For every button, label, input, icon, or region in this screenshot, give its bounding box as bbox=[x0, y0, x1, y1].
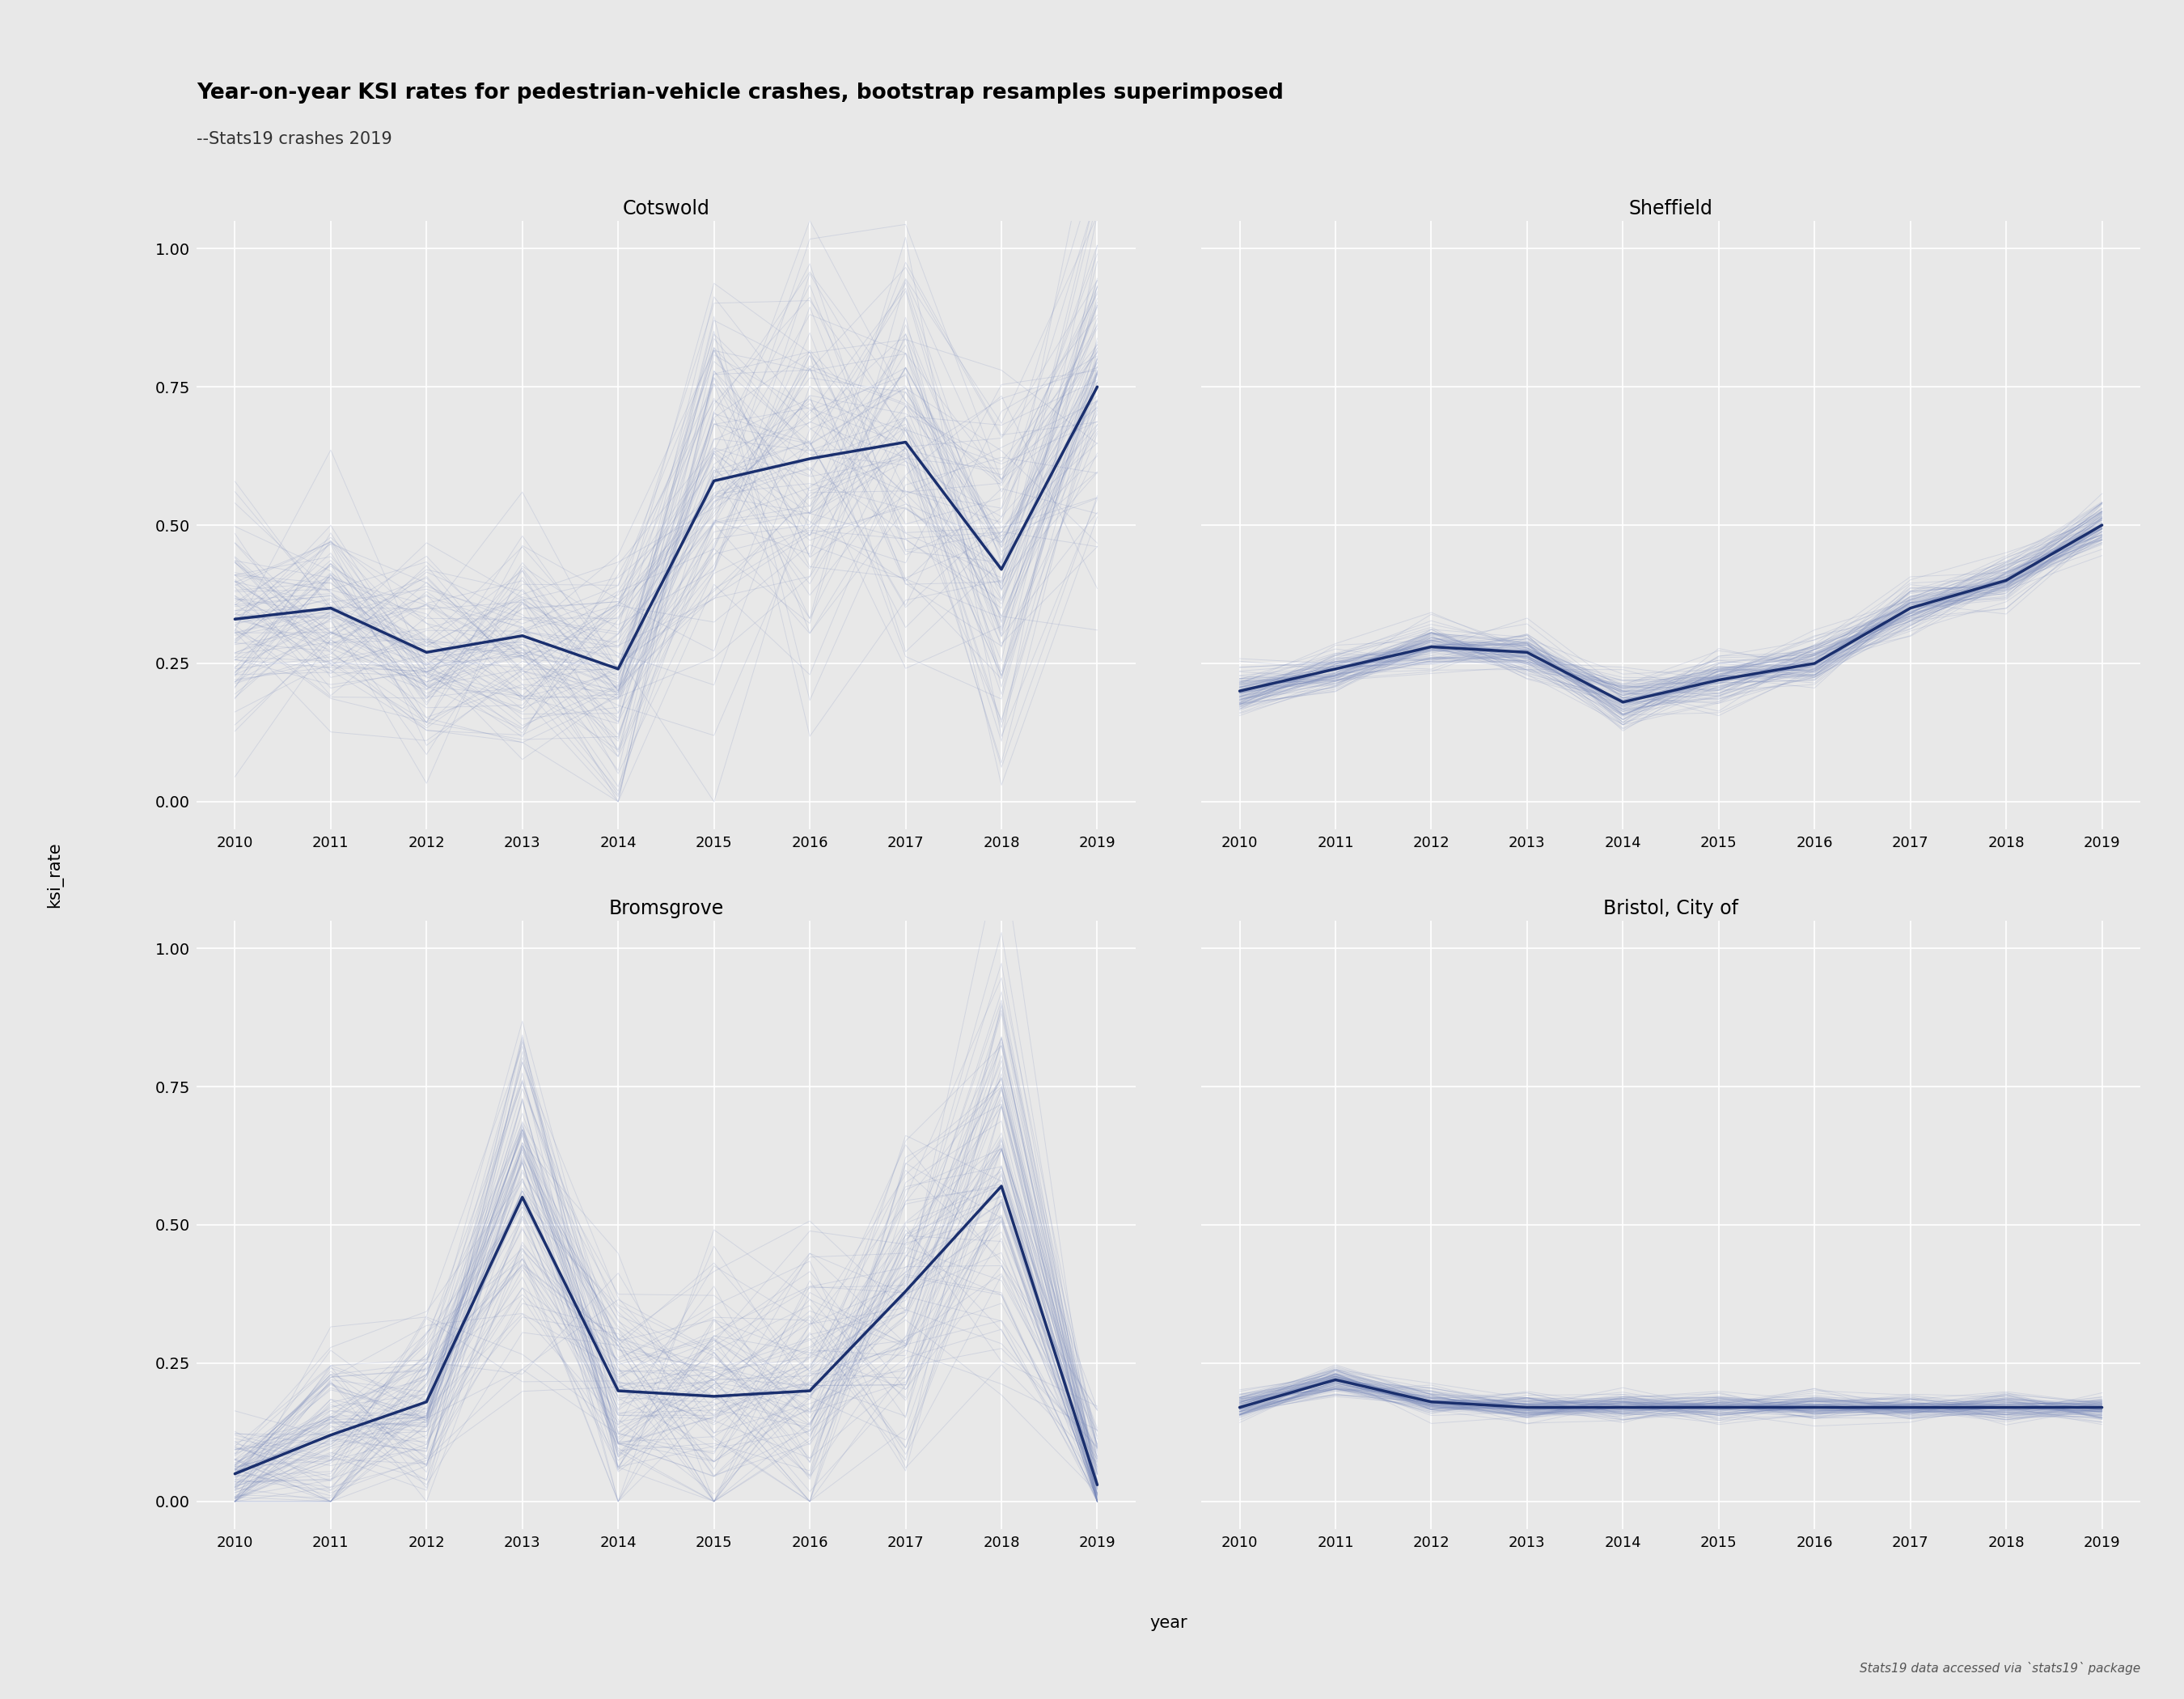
Text: Stats19 data accessed via `stats19` package: Stats19 data accessed via `stats19` pack… bbox=[1859, 1662, 2140, 1675]
Text: --Stats19 crashes 2019: --Stats19 crashes 2019 bbox=[197, 131, 393, 148]
Title: Bromsgrove: Bromsgrove bbox=[609, 899, 723, 917]
Title: Bristol, City of: Bristol, City of bbox=[1603, 899, 1738, 917]
Text: ksi_rate: ksi_rate bbox=[46, 843, 63, 907]
Title: Cotswold: Cotswold bbox=[622, 199, 710, 217]
Text: year: year bbox=[1149, 1614, 1188, 1631]
Text: Year-on-year KSI rates for pedestrian-vehicle crashes, bootstrap resamples super: Year-on-year KSI rates for pedestrian-ve… bbox=[197, 83, 1284, 104]
Title: Sheffield: Sheffield bbox=[1629, 199, 1712, 217]
